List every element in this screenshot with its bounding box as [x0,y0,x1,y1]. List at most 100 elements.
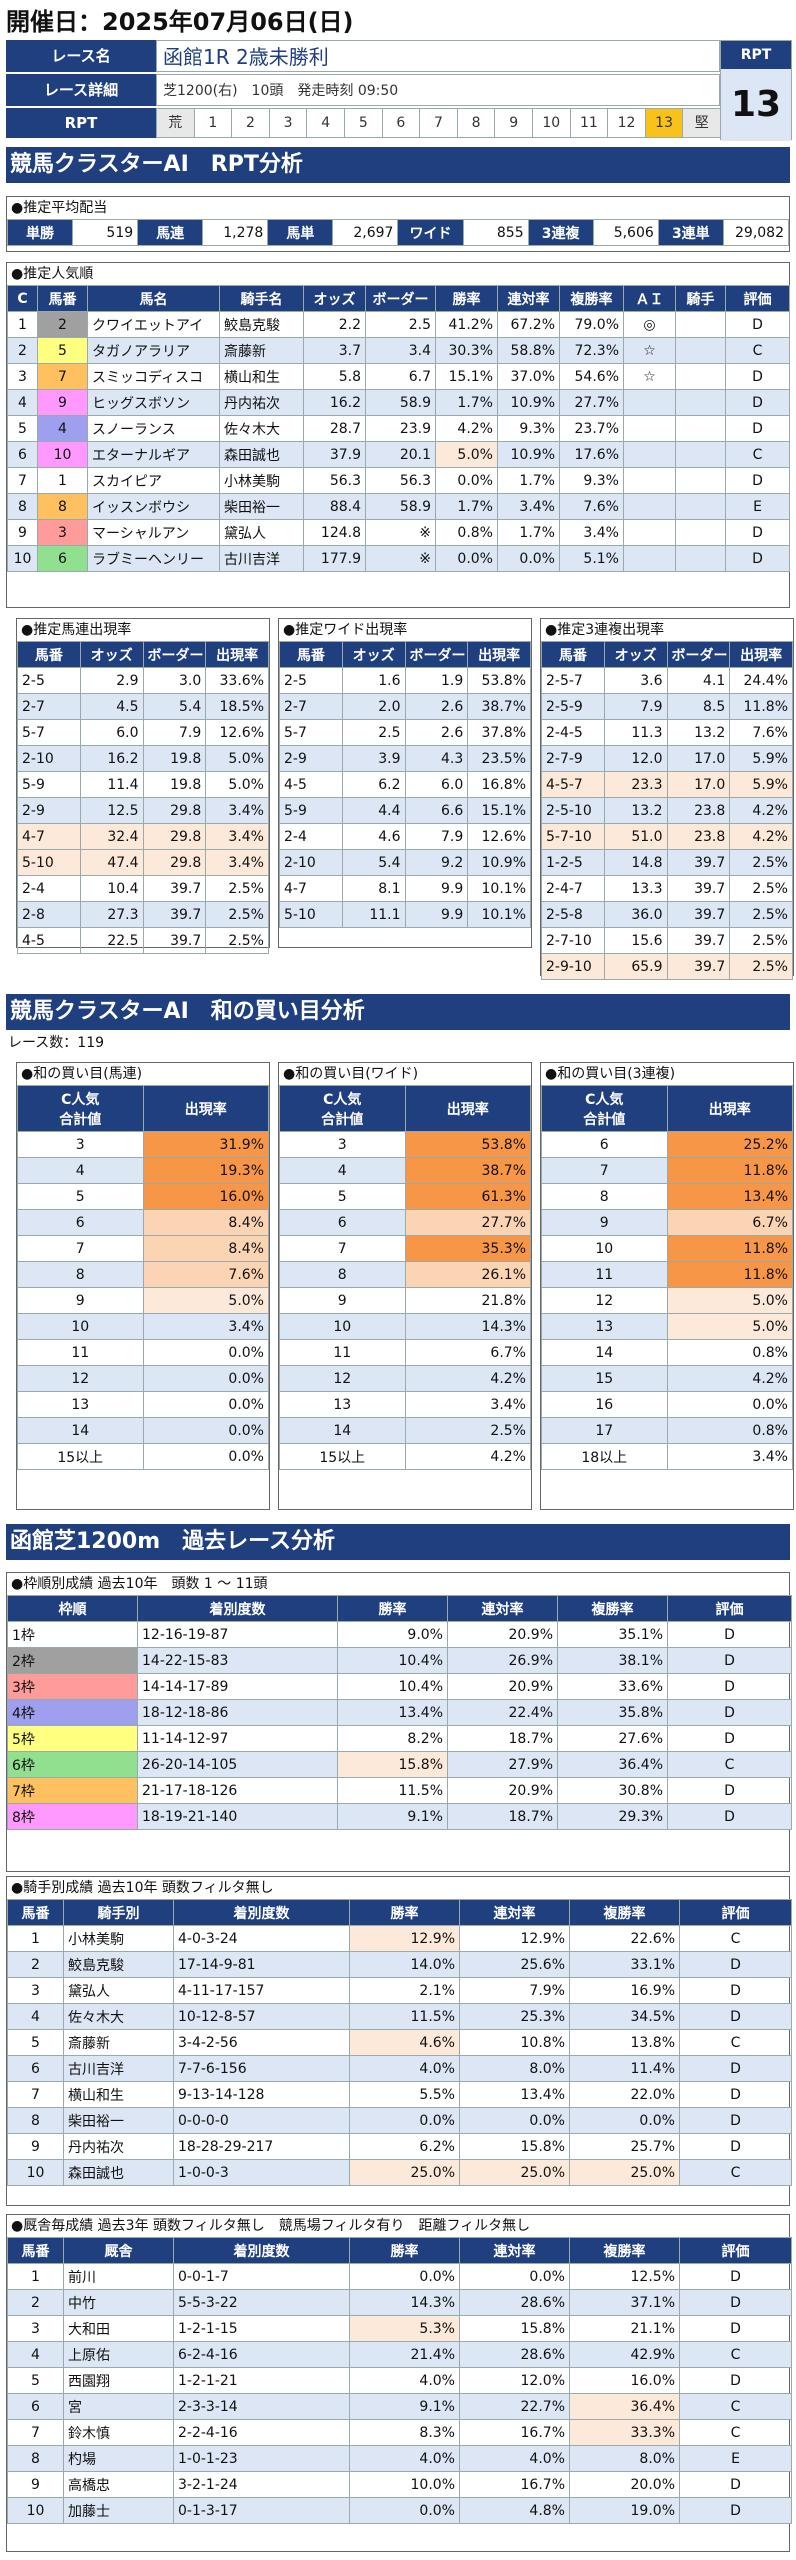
wawide-cell-rate: 38.7% [404,1157,531,1184]
umaren-cell: 2-9 [17,797,81,824]
stable-cell: 鈴木慎 [63,2419,174,2446]
watrio-header-key: C人気 合計値 [541,1085,668,1132]
stable-cell: 36.4% [569,2393,680,2420]
waku-cell: 21-17-18-126 [137,1777,338,1804]
waku-header: 複勝率 [557,1595,668,1622]
trio-cell: 7.6% [729,719,793,746]
stable-cell: 33.3% [569,2419,680,2446]
wide-cell: 10.9% [467,849,531,876]
waumaren-cell-rate: 0.0% [142,1391,269,1418]
umaren-header: ボーダー [142,641,207,668]
popularity-cell: 23.9 [365,415,436,442]
wa-umaren-panel: ●和の買い目(馬連) C人気 合計値 出現率 3 31.9% 4 19.3% 5 16.0% 6 8… [16,1062,270,1510]
avg-payout-key: 馬単 [267,219,334,246]
trio-row: 5-7-10 51.0 23.8 4.2% [541,823,793,850]
waku-cell: 35.1% [557,1621,668,1648]
wide-cell: 5-10 [279,901,343,928]
waumaren-cell-rate: 8.4% [142,1209,269,1236]
popularity-cell: 8 [7,493,38,520]
waumaren-row: 8 7.6% [17,1261,269,1288]
popularity-cell: 72.3% [559,337,624,364]
wa-wide-caption: ●和の買い目(ワイド) [283,1066,419,1082]
popularity-cell: ☆ [623,337,676,364]
umaren-cell: 12.6% [205,719,269,746]
wide-cell: 2.5 [341,719,406,746]
stable-cell: 22.7% [459,2393,570,2420]
wawide-header-rate: 出現率 [404,1085,531,1132]
popularity-cell: 3 [37,519,88,546]
trio-cell: 2-9-10 [541,953,605,980]
watrio-cell-rate: 11.8% [666,1157,793,1184]
trio-cell: 4.2% [729,797,793,824]
stable-cell: 4.0% [349,2367,460,2394]
race-detail-label: レース詳細 [6,74,156,106]
wawide-header-key: C人気 合計値 [279,1085,406,1132]
trio-cell: 2-7-10 [541,927,605,954]
waku-cell: 36.4% [557,1751,668,1778]
wide-cell: 8.1 [341,875,406,902]
jockey-cell: 4-11-17-157 [173,1977,350,2004]
watrio-cell-key: 6 [541,1131,668,1158]
trio-cell: 8.5 [666,693,731,720]
popularity-cell: D [725,545,790,572]
popularity-header: ボーダー [365,285,436,312]
umaren-cell: 39.7 [142,927,207,954]
jockey-cell: 6 [7,2055,64,2082]
popularity-cell: 27.7% [559,389,624,416]
jockey-cell: D [679,2133,792,2160]
jockey-cell: 0.0% [349,2107,460,2134]
popularity-cell: 10.9% [497,389,560,416]
jockey-cell: 0-0-0-0 [173,2107,350,2134]
popularity-header: 馬名 [87,285,220,312]
stable-cell: 15.8% [459,2315,570,2342]
jockey-cell: 12.9% [459,1925,570,1952]
popularity-cell: 3 [7,363,38,390]
popularity-cell: 2 [7,337,38,364]
trio-cell: 17.0 [666,771,731,798]
wide-cell: 9.2 [404,849,469,876]
stable-row: 1 前川 0-0-1-7 0.0% 0.0% 12.5% D [7,2263,792,2290]
stable-cell: 宮 [63,2393,174,2420]
umaren-cell: 6.0 [79,719,144,746]
jockey-cell: 34.5% [569,2003,680,2030]
jockey-cell: 2.1% [349,1977,460,2004]
jockey-cell: 25.0% [349,2159,460,2186]
wawide-row: 8 26.1% [279,1261,531,1288]
rpt-scale-cell: 荒 [157,109,195,137]
wide-header: オッズ [341,641,406,668]
wide-cell: 37.8% [467,719,531,746]
wawide-cell-rate: 4.2% [404,1443,531,1470]
popularity-cell: D [725,389,790,416]
waku-cell: 13.4% [337,1699,448,1726]
popularity-cell: 黛弘人 [219,519,304,546]
popularity-cell: 67.2% [497,311,560,338]
waumaren-row: 11 0.0% [17,1339,269,1366]
jockey-cell: 11.5% [349,2003,460,2030]
jockey-row: 10 森田誠也 1-0-0-3 25.0% 25.0% 25.0% C [7,2159,792,2186]
waumaren-row: 10 3.4% [17,1313,269,1340]
waumaren-cell-key: 12 [17,1365,144,1392]
watrio-row: 18以上 3.4% [541,1443,793,1470]
rpt-scale: 荒 1 2 3 4 5 6 7 8 9 10 11 12 13 堅 [156,108,721,138]
popularity-cell: 30.3% [435,337,498,364]
waumaren-row: 15以上 0.0% [17,1443,269,1470]
jockey-cell: 鮫島克駿 [63,1951,174,1978]
stable-cell: 8 [7,2445,64,2472]
wa-trio-panel: ●和の買い目(3連複) C人気 合計値 出現率 6 25.2% 7 11.8% 8 13.4% 9… [540,1062,794,1510]
watrio-cell-key: 15 [541,1365,668,1392]
stable-cell: 8.0% [569,2445,680,2472]
waku-row: 1枠 12-16-19-87 9.0% 20.9% 35.1% D [7,1621,792,1648]
popularity-cell: 88.4 [303,493,366,520]
umaren-cell: 5.0% [205,745,269,772]
trio-row: 2-7-9 12.0 17.0 5.9% [541,745,793,772]
popularity-cell: スミッコディスコ [87,363,220,390]
jockey-cell: D [679,2107,792,2134]
popularity-table: C 馬番 馬名 騎手名 オッズ ボーダー 勝率 連対率 複勝率 ＡＩ 騎手 評価 1 2 クワイエットアイ鮫… [7,285,790,572]
popularity-row: 3 7 スミッコディスコ 横山和生 5.8 6.7 15.1% 37.0% 54.6% ☆ D [7,363,790,390]
trio-row: 2-9-10 65.9 39.7 2.5% [541,953,793,980]
rpt-scale-cell: 10 [533,109,571,137]
waku-cell: D [667,1725,792,1752]
jockey-cell: 3-4-2-56 [173,2029,350,2056]
trio-row: 2-5-10 13.2 23.8 4.2% [541,797,793,824]
wawide-cell-key: 7 [279,1235,406,1262]
